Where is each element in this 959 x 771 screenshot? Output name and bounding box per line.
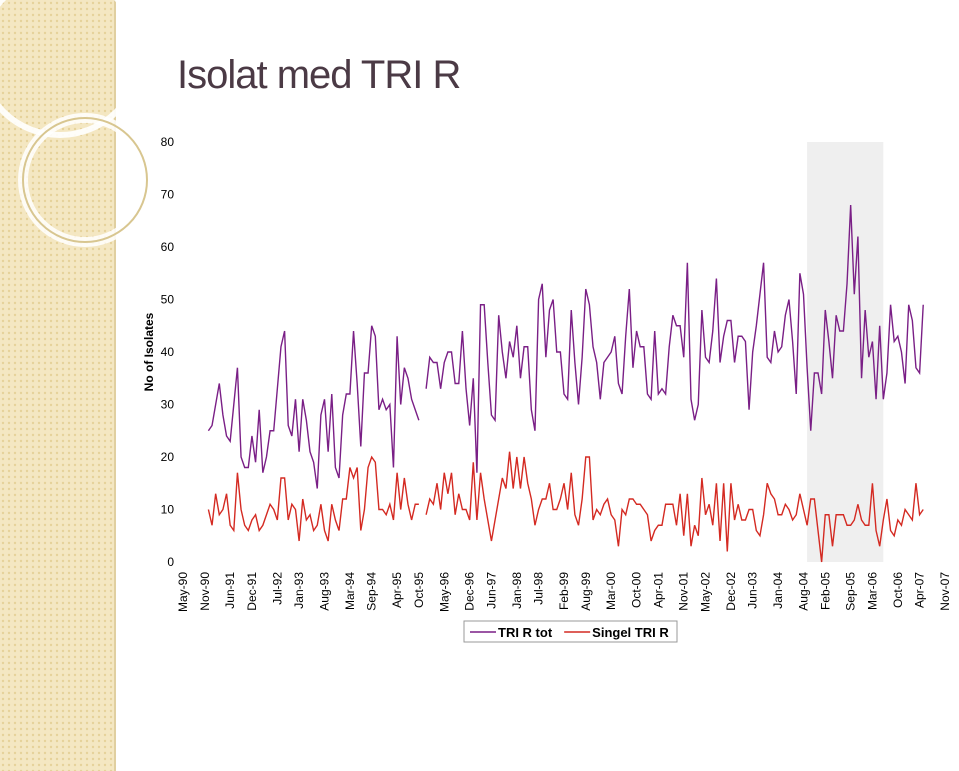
x-tick-label: Apr-95 (390, 572, 404, 608)
x-tick-label: Apr-07 (913, 572, 927, 608)
x-tick-label: Jun-97 (484, 572, 498, 609)
x-tick-label: Nov-07 (938, 572, 952, 611)
y-tick-label: 70 (161, 188, 175, 202)
x-tick-label: May-96 (437, 572, 451, 612)
x-tick-label: Feb-99 (557, 572, 571, 610)
x-tick-label: May-02 (699, 572, 713, 612)
x-tick-label: Sep-94 (365, 572, 379, 611)
x-tick-label: Aug-99 (579, 572, 593, 611)
x-tick-label: May-90 (176, 572, 190, 612)
legend: TRI R tot Singel TRI R (463, 620, 678, 643)
y-tick-label: 20 (161, 450, 175, 464)
y-tick-label: 10 (161, 503, 175, 517)
x-tick-label: Nov-90 (198, 572, 212, 611)
x-tick-label: Dec-96 (463, 572, 477, 611)
y-axis-label: No of Isolates (142, 312, 156, 391)
x-tick-label: Mar-00 (604, 572, 618, 610)
chart-title: Isolat med TRI R (177, 53, 460, 97)
x-tick-label: Jun-03 (746, 572, 760, 609)
legend-label: TRI R tot (498, 625, 553, 640)
x-tick-label: Jul-92 (270, 572, 284, 605)
x-tick-label: Dec-91 (245, 572, 259, 611)
y-tick-label: 30 (161, 398, 175, 412)
x-tick-label: Feb-05 (818, 572, 832, 610)
x-tick-label: Jan-98 (510, 572, 524, 609)
x-tick-label: Oct-06 (891, 572, 905, 608)
x-tick-label: Jun-91 (223, 572, 237, 609)
x-tick-label: Mar-94 (343, 572, 357, 610)
x-tick-label: Oct-00 (630, 572, 644, 608)
legend-label: Singel TRI R (592, 625, 669, 640)
x-tick-label: Oct-95 (412, 572, 426, 608)
x-tick-label: Jan-04 (771, 572, 785, 609)
y-tick-label: 40 (161, 345, 175, 359)
x-tick-label: Aug-93 (318, 572, 332, 611)
y-tick-label: 50 (161, 293, 175, 307)
x-tick-label: Jul-98 (532, 572, 546, 605)
y-tick-label: 0 (167, 555, 174, 569)
series-line (207, 451, 924, 563)
decor-ring (22, 117, 148, 243)
x-tick-label: Jan-93 (292, 572, 306, 609)
x-tick-label: Nov-01 (677, 572, 691, 611)
x-tick-label: Sep-05 (844, 572, 858, 611)
x-tick-label: Aug-04 (796, 572, 810, 611)
x-tick-label: Mar-06 (865, 572, 879, 610)
highlight-band (807, 142, 884, 562)
series-line (207, 204, 924, 489)
x-tick-label: Dec-02 (724, 572, 738, 611)
y-tick-label: 80 (161, 135, 175, 149)
decor-ring (0, 0, 143, 138)
y-tick-label: 60 (161, 240, 175, 254)
x-tick-label: Apr-01 (651, 572, 665, 608)
